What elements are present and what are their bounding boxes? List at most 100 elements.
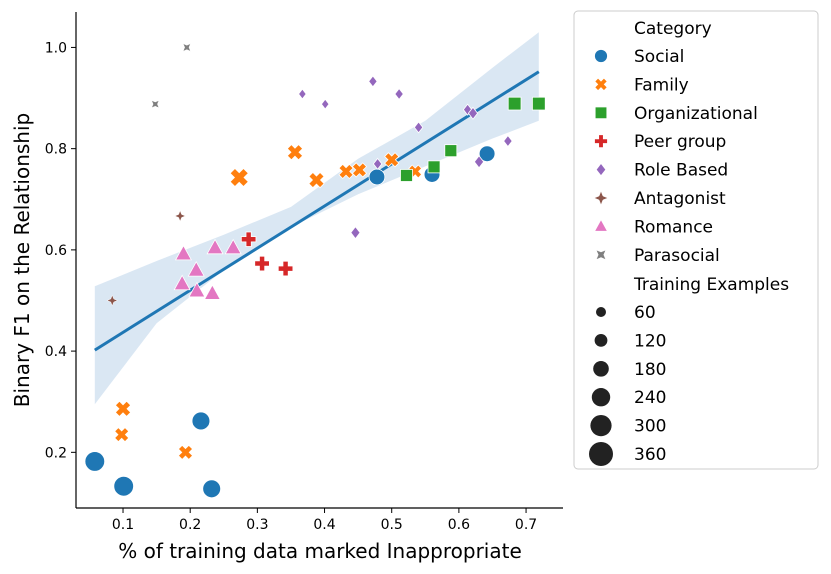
legend-label: Organizational bbox=[634, 104, 758, 124]
legend-size-marker bbox=[596, 307, 606, 317]
legend-frame bbox=[573, 10, 819, 470]
data-point bbox=[106, 294, 119, 307]
legend-size-item: 180 bbox=[593, 360, 666, 380]
legend-size-marker bbox=[591, 388, 611, 407]
data-point bbox=[203, 284, 221, 300]
regression-confidence-band bbox=[94, 32, 539, 405]
data-point bbox=[320, 98, 330, 110]
data-point bbox=[182, 43, 192, 52]
legend-marker bbox=[595, 162, 607, 177]
legend-size-item: 60 bbox=[596, 303, 656, 323]
series-peer-group bbox=[240, 231, 294, 277]
x-tick-label: 0.2 bbox=[179, 517, 201, 533]
regression-line-layer bbox=[94, 70, 540, 352]
legend-size-items: 60 120 180 240 300 360 bbox=[589, 303, 666, 466]
x-tick-label: 0.1 bbox=[112, 517, 134, 533]
legend-item-social: Social bbox=[594, 47, 684, 67]
data-point bbox=[174, 209, 187, 222]
legend-item-parasocial: Parasocial bbox=[595, 246, 720, 266]
y-tick-label: 0.6 bbox=[45, 243, 67, 259]
legend-size-marker bbox=[589, 442, 613, 466]
data-point bbox=[413, 121, 424, 134]
legend-marker bbox=[593, 218, 609, 232]
y-tick-label: 0.4 bbox=[45, 344, 67, 360]
y-tick-label: 1.0 bbox=[45, 40, 67, 56]
data-point bbox=[394, 87, 404, 101]
legend: Category Social Family Organizational Peer … bbox=[573, 10, 819, 470]
series-antagonist bbox=[106, 209, 187, 307]
x-tick-label: 0.3 bbox=[246, 517, 268, 533]
y-axis-title: Binary F1 on the Relationship bbox=[10, 113, 34, 407]
x-axis-title: % of training data marked Inappropriate bbox=[118, 539, 522, 563]
legend-item-family: Family bbox=[594, 75, 689, 95]
legend-size-title: Training Examples bbox=[633, 275, 789, 295]
legend-size-label: 60 bbox=[634, 303, 656, 323]
legend-size-item: 120 bbox=[594, 331, 666, 351]
legend-size-item: 360 bbox=[589, 442, 666, 466]
data-point bbox=[84, 451, 106, 472]
legend-item-role-based: Role Based bbox=[595, 161, 728, 181]
data-points-layer bbox=[84, 43, 546, 499]
data-point bbox=[462, 103, 473, 116]
data-point bbox=[151, 99, 160, 109]
legend-size-marker bbox=[590, 415, 612, 437]
legend-category-items: Social Family Organizational Peer group Role… bbox=[593, 47, 758, 266]
legend-label: Parasocial bbox=[634, 246, 720, 266]
series-social bbox=[84, 145, 496, 499]
y-tick-label: 0.2 bbox=[45, 445, 67, 461]
legend-label: Romance bbox=[634, 217, 713, 237]
legend-marker bbox=[594, 134, 608, 149]
data-point bbox=[229, 167, 249, 188]
legend-label: Peer group bbox=[634, 132, 726, 152]
data-point bbox=[478, 145, 496, 163]
legend-size-marker bbox=[593, 361, 609, 377]
legend-marker bbox=[594, 106, 608, 120]
data-point bbox=[298, 88, 307, 100]
legend-marker bbox=[595, 249, 607, 261]
data-point bbox=[173, 274, 191, 291]
data-point bbox=[187, 260, 205, 277]
data-point bbox=[444, 144, 458, 158]
legend-marker bbox=[593, 190, 609, 206]
data-point bbox=[206, 238, 224, 255]
series-family bbox=[114, 144, 423, 460]
data-point bbox=[473, 155, 485, 169]
x-tick-label: 0.6 bbox=[448, 517, 470, 533]
legend-size-label: 360 bbox=[634, 445, 666, 465]
legend-size-label: 180 bbox=[634, 360, 666, 380]
regression-band-layer bbox=[94, 32, 539, 405]
x-tick-label: 0.7 bbox=[515, 517, 537, 533]
data-point bbox=[368, 168, 386, 186]
data-point bbox=[174, 244, 193, 261]
data-point bbox=[507, 96, 522, 111]
legend-size-label: 240 bbox=[634, 388, 666, 408]
x-tick-label: 0.4 bbox=[313, 517, 335, 533]
x-tick-label: 0.5 bbox=[381, 517, 403, 533]
legend-item-romance: Romance bbox=[593, 217, 713, 237]
y-tick-label: 0.8 bbox=[45, 142, 67, 158]
data-point bbox=[384, 152, 400, 168]
data-point bbox=[368, 75, 378, 88]
series-romance bbox=[173, 238, 242, 300]
legend-size-marker bbox=[594, 334, 608, 347]
legend-marker bbox=[594, 77, 608, 92]
data-point bbox=[191, 411, 211, 431]
legend-size-item: 300 bbox=[590, 415, 666, 437]
data-point bbox=[114, 427, 130, 443]
series-parasocial bbox=[151, 43, 192, 109]
data-point bbox=[188, 281, 206, 298]
legend-size-item: 240 bbox=[591, 388, 666, 408]
series-role-based bbox=[298, 75, 513, 240]
data-point bbox=[308, 171, 325, 189]
data-point bbox=[351, 162, 368, 178]
data-point bbox=[254, 255, 270, 272]
data-point bbox=[286, 144, 304, 161]
legend-size-label: 120 bbox=[634, 331, 666, 351]
legend-item-antagonist: Antagonist bbox=[593, 189, 726, 209]
ticks-layer: 0.1 0.2 0.3 0.4 0.5 0.6 0.7 0.2 0.4 0.6 0.8 1.0 bbox=[45, 40, 537, 533]
data-point bbox=[532, 96, 546, 111]
legend-size-label: 300 bbox=[634, 417, 666, 437]
data-point bbox=[240, 231, 257, 247]
